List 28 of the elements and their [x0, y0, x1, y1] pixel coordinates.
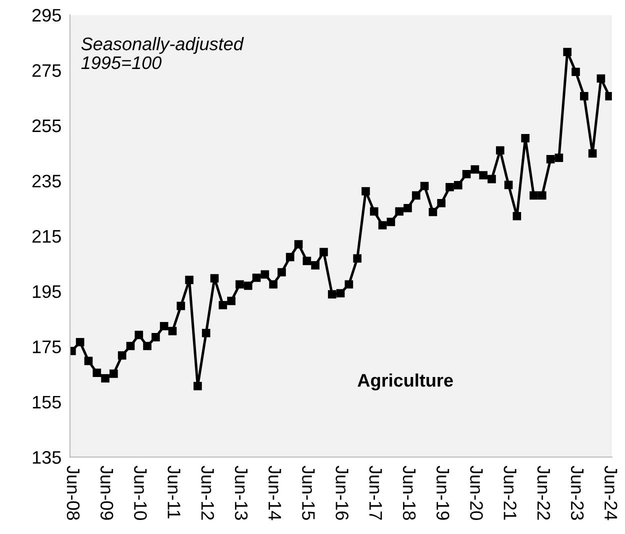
annotation: Seasonally-adjusted 1995=100 — [81, 37, 244, 70]
x-tick-label: Jun-22 — [537, 466, 550, 520]
x-tick-label: Jun-24 — [604, 466, 618, 520]
x-tick-label: Jun-15 — [302, 466, 315, 520]
y-tick-label: 155 — [32, 396, 61, 409]
x-tick-label: Jun-14 — [268, 466, 282, 520]
x-tick-label: Jun-12 — [201, 466, 214, 520]
x-tick-label: Jun-21 — [504, 466, 516, 520]
y-tick-label: 135 — [32, 451, 61, 464]
x-tick-label: Jun-10 — [134, 466, 147, 520]
y-tick-label: 275 — [32, 64, 61, 77]
y-tick-label: 295 — [32, 8, 61, 22]
y-tick-label: 235 — [32, 174, 61, 188]
x-tick-label: Jun-18 — [402, 466, 416, 520]
y-tick-label: 215 — [32, 230, 61, 243]
x-tick-label: Jun-20 — [470, 466, 483, 520]
x-tick-label: Jun-13 — [234, 466, 248, 520]
x-tick-label: Jun-16 — [336, 466, 348, 520]
y-tick-label: 175 — [32, 340, 61, 354]
x-tick-label: Jun-11 — [168, 466, 180, 518]
x-tick-label: Jun-19 — [436, 466, 450, 520]
annotation: Agriculture — [358, 373, 453, 390]
y-tick-label: 255 — [32, 119, 61, 132]
x-tick-label: Jun-23 — [570, 466, 584, 520]
x-tick-label: Jun-17 — [369, 466, 382, 520]
x-tick-label: Jun-08 — [66, 466, 80, 520]
y-tick-label: 195 — [32, 285, 61, 298]
x-tick-label: Jun-09 — [100, 466, 114, 520]
